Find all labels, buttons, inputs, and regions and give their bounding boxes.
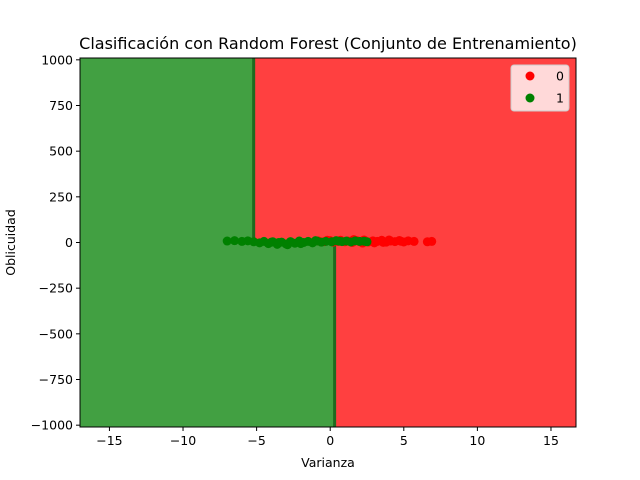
point-class-1	[274, 238, 284, 247]
region-class-1	[80, 58, 335, 427]
decision-regions	[80, 58, 576, 427]
point-class-1	[266, 237, 276, 247]
y-tick-label: −750	[39, 372, 73, 387]
legend: 01	[510, 64, 570, 112]
point-class-1	[362, 237, 372, 247]
decision-boundaries	[252, 58, 337, 427]
x-tick-label: 10	[469, 433, 485, 448]
point-class-0	[396, 236, 406, 246]
scatter-points	[222, 235, 437, 250]
point-class-1	[310, 236, 320, 246]
y-tick-label: 250	[49, 189, 73, 204]
point-class-1	[222, 236, 232, 246]
y-tick-label: −1000	[31, 418, 73, 433]
y-tick-label: −250	[39, 281, 73, 296]
x-tick-label: 0	[326, 433, 334, 448]
point-class-0	[369, 238, 379, 248]
legend-marker-1	[525, 93, 535, 103]
point-class-0	[409, 236, 419, 246]
legend-marker-0	[525, 71, 535, 81]
y-tick-label: 500	[49, 144, 73, 159]
x-tick-label: −15	[96, 433, 122, 448]
x-axis-ticks: −15 −10 −5 0 5 10 15	[96, 427, 559, 448]
y-axis-ticks: −1000 −750 −500 −250 0 250 500 750 1000	[31, 52, 80, 433]
x-tick-label: −10	[170, 433, 196, 448]
point-class-0	[427, 236, 437, 246]
y-tick-label: 0	[65, 235, 73, 250]
legend-label-0: 0	[556, 69, 564, 84]
point-class-1	[296, 239, 306, 249]
y-axis-label: Oblicuidad	[3, 209, 18, 276]
y-tick-label: −500	[39, 326, 73, 341]
legend-box	[510, 64, 570, 112]
point-class-1	[334, 236, 344, 246]
legend-label-1: 1	[556, 91, 564, 106]
x-tick-label: 15	[543, 433, 559, 448]
point-class-0	[378, 237, 388, 247]
point-class-1	[230, 236, 240, 246]
x-axis-label: Varianza	[301, 455, 355, 470]
y-tick-label: 1000	[41, 52, 73, 67]
point-class-1	[283, 240, 293, 250]
x-tick-label: 5	[400, 433, 408, 448]
chart-title: Clasificación con Random Forest (Conjunt…	[79, 34, 577, 53]
y-tick-label: 750	[49, 98, 73, 113]
x-tick-label: −5	[247, 433, 265, 448]
